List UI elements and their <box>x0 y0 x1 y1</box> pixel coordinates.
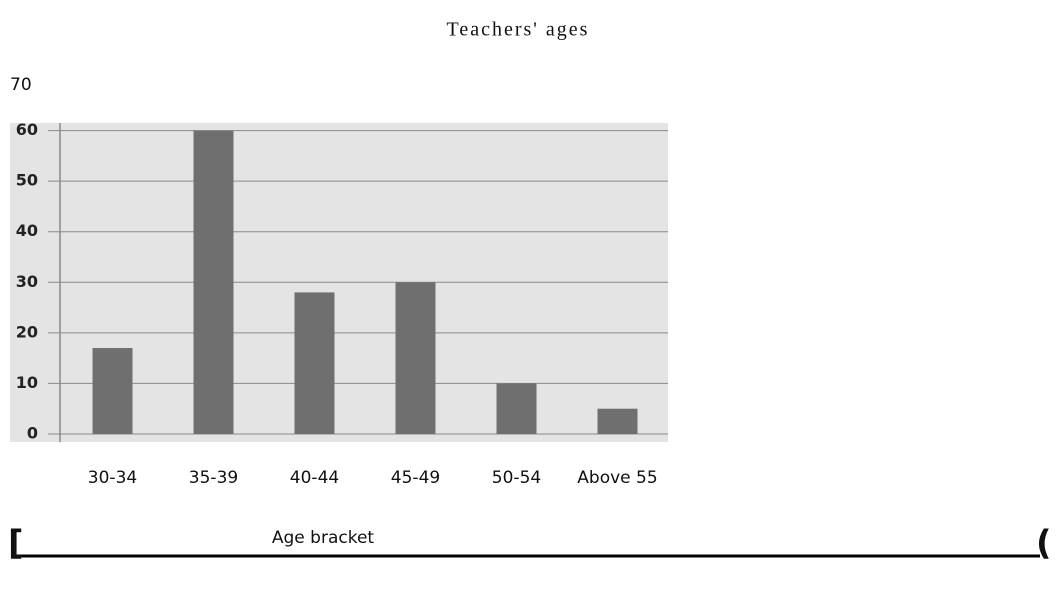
fragment-right: ( <box>1036 524 1052 564</box>
y-tick-label: 50 <box>16 171 38 190</box>
x-tick-label: 40-44 <box>290 468 339 488</box>
bar <box>496 383 537 434</box>
bar <box>597 408 638 434</box>
y-tick-label: 10 <box>16 373 38 392</box>
bar <box>294 292 335 434</box>
y-tick-label: 20 <box>16 322 38 341</box>
y-tick-label: 40 <box>16 221 38 240</box>
bar <box>395 282 436 434</box>
x-tick-label: 30-34 <box>88 468 137 488</box>
fragment-left: [ <box>8 524 24 564</box>
y-tick-label: 0 <box>27 424 38 443</box>
x-tick-label: 45-49 <box>391 468 440 488</box>
x-tick-label: 35-39 <box>189 468 238 488</box>
x-tick-label: 50-54 <box>492 468 541 488</box>
bar <box>92 348 133 434</box>
y-tick-label: 30 <box>16 272 38 291</box>
x-tick-label: Above 55 <box>577 468 657 488</box>
y-tick-label: 60 <box>16 120 38 139</box>
y-tick-label: 70 <box>10 75 32 95</box>
bar <box>193 130 234 435</box>
x-axis-label: Age bracket <box>272 528 375 548</box>
chart-title: Teachers' ages <box>447 19 590 41</box>
